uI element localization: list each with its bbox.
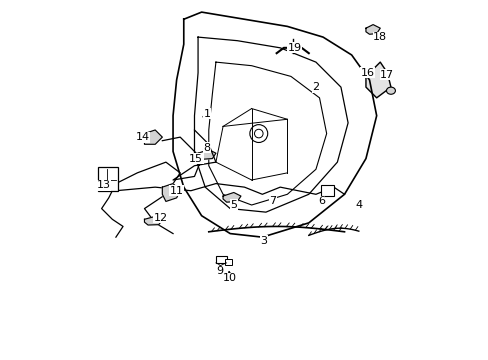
Text: 16: 16	[360, 68, 374, 78]
Polygon shape	[365, 62, 390, 98]
Bar	[321, 185, 333, 196]
Text: 2: 2	[312, 82, 319, 92]
Text: 8: 8	[203, 143, 210, 153]
Text: 14: 14	[135, 132, 149, 142]
Text: 6: 6	[317, 197, 324, 206]
Text: 9: 9	[216, 266, 223, 276]
Polygon shape	[162, 184, 180, 202]
Text: 18: 18	[372, 32, 386, 42]
Text: 7: 7	[269, 197, 276, 206]
Bar	[224, 259, 231, 265]
Polygon shape	[144, 216, 162, 225]
Polygon shape	[365, 24, 380, 34]
Text: 17: 17	[380, 69, 394, 80]
Text: 12: 12	[153, 212, 167, 222]
Text: 4: 4	[354, 200, 362, 210]
Text: 10: 10	[223, 273, 237, 283]
Polygon shape	[144, 130, 162, 144]
Ellipse shape	[386, 87, 395, 94]
Text: 19: 19	[287, 43, 301, 53]
Text: 5: 5	[230, 200, 237, 210]
Text: 3: 3	[260, 236, 267, 246]
Polygon shape	[198, 150, 216, 159]
Bar	[216, 256, 226, 263]
Text: 11: 11	[169, 186, 183, 196]
Text: 13: 13	[96, 180, 110, 190]
Text: 15: 15	[189, 154, 203, 163]
Text: 1: 1	[203, 109, 210, 119]
Bar	[98, 167, 118, 191]
Polygon shape	[223, 193, 241, 202]
